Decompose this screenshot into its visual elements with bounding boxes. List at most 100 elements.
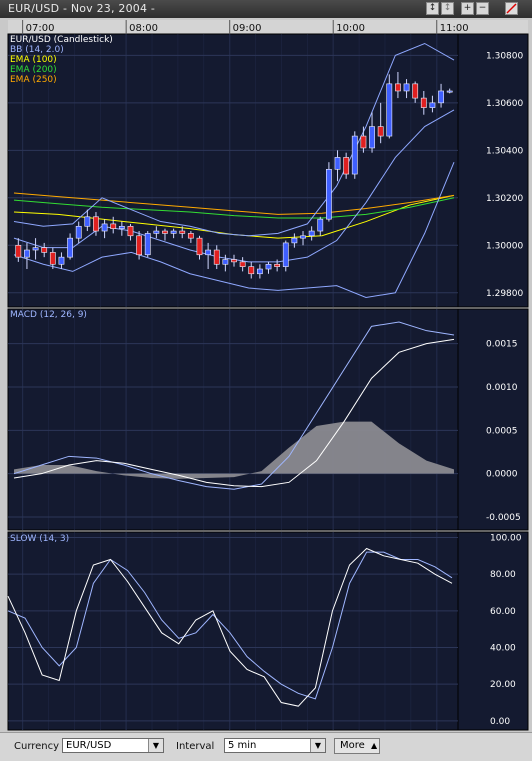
indicator-label: EMA (250): [10, 75, 57, 85]
candle-up: [386, 83, 393, 137]
candle-down: [274, 263, 281, 267]
candle-up: [75, 225, 82, 239]
fit-icon[interactable]: ↕: [441, 2, 454, 15]
slow-k-line: [7, 547, 453, 707]
candle-up: [317, 218, 324, 232]
candle-down: [360, 135, 367, 149]
candle-down: [196, 237, 203, 256]
candle-up: [32, 247, 39, 251]
indicator-label: EUR/USD (Candlestick): [10, 35, 113, 45]
candle-up: [351, 135, 358, 175]
slow-tick-label: 100.00: [490, 534, 522, 544]
candle-down: [248, 266, 255, 275]
scroll-icon[interactable]: ↕: [426, 2, 439, 15]
macd-tick-label: -0.0005: [486, 513, 521, 523]
time-axis-strip: [8, 20, 528, 34]
interval-select[interactable]: 5 min ▼: [224, 738, 326, 753]
price-line-ema-200-: [13, 197, 455, 219]
price-line-bb-lower: [13, 162, 455, 299]
candle-down: [49, 252, 56, 265]
candle-up: [101, 223, 108, 232]
time-tick-label: 10:00: [336, 23, 365, 34]
controls-bar: Currency EUR/USD ▼ Interval 5 min ▼ More…: [0, 732, 532, 761]
slow-label: SLOW (14, 3): [10, 534, 69, 544]
time-tick-label: 11:00: [440, 23, 469, 34]
macd-histogram: [14, 421, 454, 479]
price-tick-label: 1.30600: [486, 99, 523, 109]
candle-up: [58, 256, 65, 265]
macd-signal-line: [13, 338, 455, 488]
indicator-label: BB (14, 2.0): [10, 45, 64, 55]
candle-down: [395, 83, 401, 92]
macd-label: MACD (12, 26, 9): [10, 310, 87, 320]
title-bar: EUR/USD - Nov 23, 2004 - ↕ ↕ + −: [0, 0, 532, 18]
interval-value: 5 min: [228, 740, 257, 751]
candle-down: [127, 225, 134, 237]
candle-down: [377, 126, 384, 137]
macd-tick-label: 0.0010: [486, 383, 518, 393]
candle-down: [93, 216, 99, 232]
candle-up: [300, 235, 306, 239]
price-tick-label: 1.30800: [486, 51, 523, 61]
chevron-down-icon[interactable]: ▼: [310, 739, 325, 752]
candle-down: [213, 249, 220, 265]
candle-up: [24, 249, 30, 258]
price-tick-label: 1.29800: [486, 289, 523, 299]
price-line-ema-250-: [13, 192, 455, 215]
currency-select[interactable]: EUR/USD ▼: [62, 738, 164, 753]
candle-up: [429, 102, 436, 108]
slow-tick-label: 60.00: [490, 607, 516, 617]
plot-area: [7, 308, 459, 531]
zoom-out-icon[interactable]: −: [476, 2, 489, 15]
candle-up: [170, 230, 177, 234]
candle-up: [403, 83, 410, 92]
candle-down: [162, 230, 168, 234]
slow-tick-label: 80.00: [490, 570, 516, 580]
candle-up: [144, 233, 151, 256]
candle-up: [222, 259, 229, 265]
candle-up: [369, 126, 375, 149]
currency-label: Currency: [14, 741, 60, 752]
candle-up: [205, 249, 212, 256]
more-button[interactable]: More ▲: [334, 738, 380, 754]
price-axis: [457, 531, 529, 731]
candle-down: [231, 259, 237, 263]
candle-up: [438, 90, 444, 104]
slow-tick-label: 20.00: [490, 680, 516, 690]
candle-up: [326, 169, 332, 220]
candle-up: [67, 237, 73, 258]
candle-down: [136, 235, 142, 256]
time-tick-label: 07:00: [26, 23, 55, 34]
price-tick-label: 1.30200: [486, 194, 523, 204]
currency-value: EUR/USD: [66, 740, 112, 751]
candle-down: [179, 230, 186, 234]
plot-area: [7, 531, 459, 731]
chevron-down-icon[interactable]: ▼: [148, 739, 163, 752]
candle-up: [446, 90, 453, 93]
price-axis: [457, 308, 529, 531]
time-tick-label: 09:00: [233, 23, 262, 34]
zoom-in-icon[interactable]: +: [461, 2, 474, 15]
slow-tick-label: 0.00: [490, 717, 510, 727]
macd-line: [13, 321, 455, 490]
window-title: EUR/USD - Nov 23, 2004 -: [8, 2, 156, 15]
candle-down: [412, 83, 419, 99]
candle-down: [187, 233, 194, 239]
candle-up: [265, 263, 272, 270]
candle-up: [282, 242, 289, 267]
draw-line-icon[interactable]: [505, 2, 518, 15]
macd-tick-label: 0.0005: [486, 426, 518, 436]
candle-down: [343, 157, 350, 175]
candle-down: [239, 261, 246, 267]
candle-up: [291, 237, 298, 244]
interval-label: Interval: [176, 741, 215, 752]
chart-canvas[interactable]: 07:00 08:00 09:00 10:00 11:00 1.30800 1.30600 1…: [0, 0, 532, 732]
indicator-label: EMA (200): [10, 65, 57, 75]
macd-tick-label: 0.0000: [486, 470, 518, 480]
more-label: More: [340, 740, 365, 751]
time-tick-label: 08:00: [129, 23, 158, 34]
indicator-label: EMA (100): [10, 55, 57, 65]
caret-up-icon: ▲: [370, 741, 378, 750]
candle-up: [118, 225, 125, 229]
